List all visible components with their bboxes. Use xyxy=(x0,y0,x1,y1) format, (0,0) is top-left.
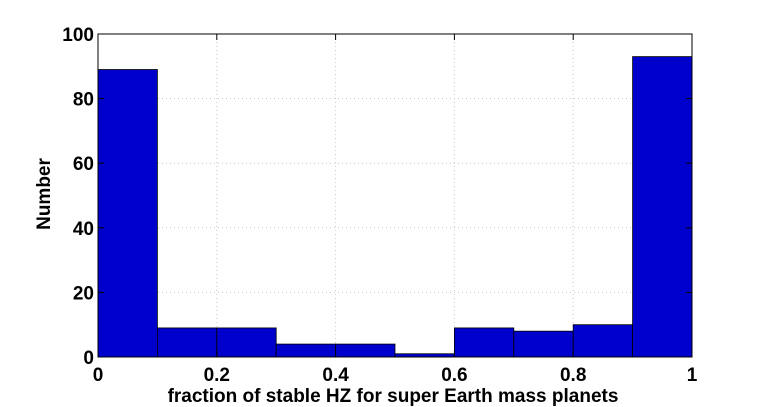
y-tick-label: 40 xyxy=(73,219,94,240)
histogram-bar xyxy=(632,56,693,358)
x-tick-label: 0.6 xyxy=(441,365,467,386)
y-axis-label: Number xyxy=(34,158,55,230)
histogram-bar xyxy=(513,330,574,358)
x-tick-label: 0 xyxy=(93,365,104,386)
histogram-bars xyxy=(97,56,693,358)
y-tick-label: 80 xyxy=(73,90,94,111)
histogram-bar xyxy=(97,69,158,358)
y-axis-ticks: 0 20 40 60 80 100 xyxy=(62,25,692,369)
axes-frame xyxy=(97,33,693,358)
x-axis-label: fraction of stable HZ for super Earth ma… xyxy=(168,386,619,407)
x-tick-label: 1 xyxy=(687,365,698,386)
histogram-bar xyxy=(335,343,396,358)
histogram-bar xyxy=(572,324,634,358)
x-tick-label: 0.2 xyxy=(204,365,230,386)
histogram-bar xyxy=(216,327,277,358)
histogram-bar xyxy=(156,327,218,358)
histogram-bar xyxy=(275,343,337,358)
y-tick-label: 100 xyxy=(62,25,94,46)
x-axis-ticks: 0 0.2 0.4 0.6 0.8 1 xyxy=(93,34,698,386)
x-tick-label: 0.4 xyxy=(322,365,349,386)
plot-frame xyxy=(97,33,693,358)
y-tick-label: 20 xyxy=(73,283,94,304)
y-tick-label: 0 xyxy=(83,348,94,369)
x-tick-label: 0.8 xyxy=(560,365,586,386)
histogram-bar xyxy=(453,327,515,358)
y-tick-label: 60 xyxy=(73,154,94,175)
